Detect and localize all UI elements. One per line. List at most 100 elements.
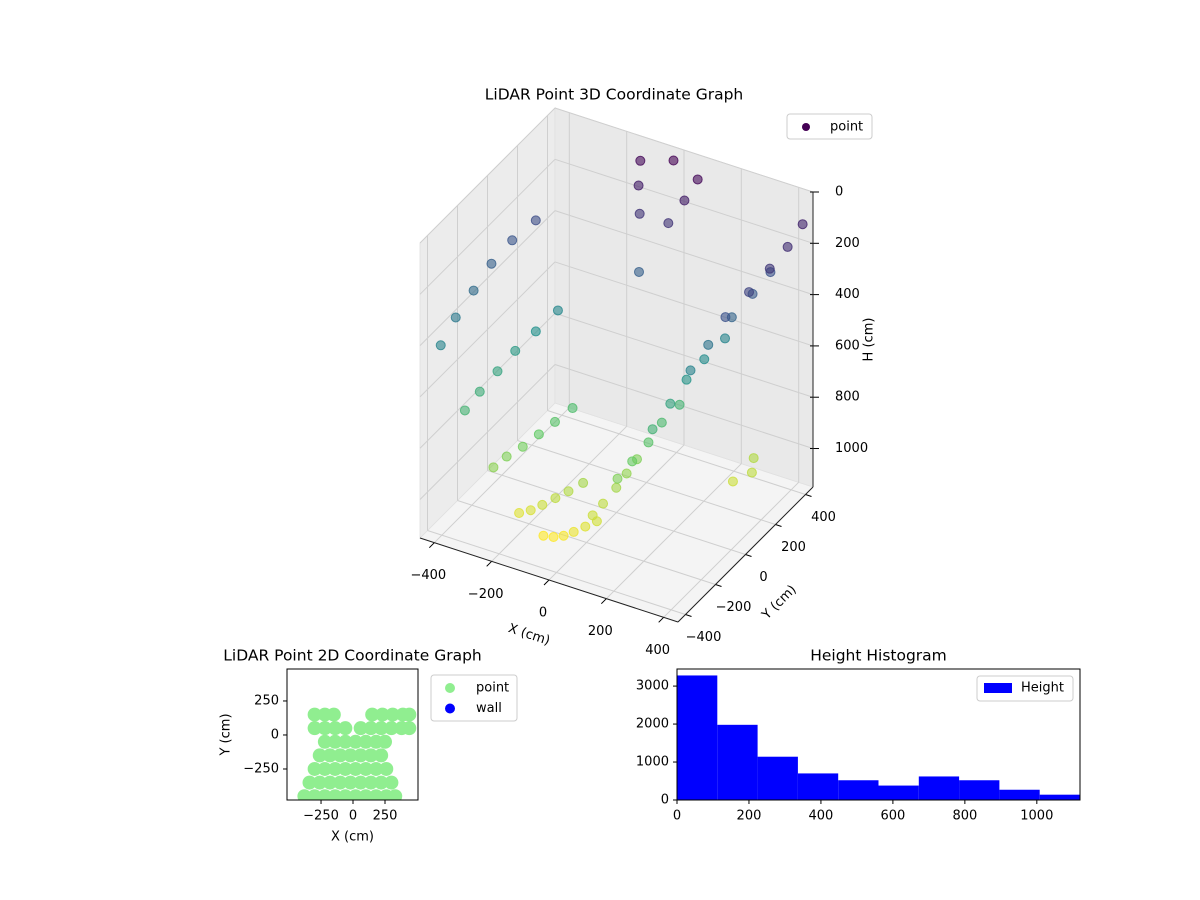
legend-label: point bbox=[830, 120, 863, 135]
point bbox=[634, 208, 645, 219]
point bbox=[550, 493, 561, 504]
legend-label: point bbox=[476, 681, 509, 696]
legend-marker bbox=[802, 123, 810, 131]
bar bbox=[677, 675, 718, 800]
point bbox=[744, 287, 755, 298]
legend-marker bbox=[984, 683, 1012, 693]
bar bbox=[717, 724, 758, 800]
x-tick-label: 1000 bbox=[1020, 809, 1053, 824]
point bbox=[328, 721, 343, 736]
bar bbox=[757, 756, 798, 800]
grid-line bbox=[419, 261, 556, 398]
point bbox=[633, 180, 644, 191]
point bbox=[328, 761, 343, 776]
x-tick-label: −250 bbox=[303, 809, 339, 824]
point bbox=[338, 761, 353, 776]
point bbox=[402, 721, 417, 736]
grid-line bbox=[419, 312, 556, 449]
legend-label: Height bbox=[1021, 681, 1064, 696]
x-tick-label: −400 bbox=[410, 568, 446, 583]
point bbox=[312, 748, 327, 763]
z-tick-label: 1000 bbox=[835, 441, 868, 456]
y-tick-label: −400 bbox=[686, 630, 722, 645]
chart-title: LiDAR Point 2D Coordinate Graph bbox=[223, 647, 481, 665]
point bbox=[507, 235, 518, 246]
y-axis-label: Y (cm) bbox=[219, 713, 234, 756]
point bbox=[307, 761, 322, 776]
point bbox=[358, 761, 373, 776]
x-tick-label: 0 bbox=[539, 606, 547, 621]
point bbox=[374, 748, 389, 763]
grid-line bbox=[487, 470, 746, 555]
point bbox=[333, 748, 348, 763]
legend-label: wall bbox=[476, 701, 502, 716]
grid-line bbox=[547, 410, 806, 495]
y-tick bbox=[685, 614, 692, 617]
point bbox=[537, 499, 548, 510]
grid-line bbox=[427, 530, 686, 615]
y-tick-label: −200 bbox=[716, 600, 752, 615]
point bbox=[674, 399, 685, 410]
point bbox=[647, 424, 658, 435]
y-tick-label: 0 bbox=[759, 570, 767, 585]
y-tick-label: 1000 bbox=[636, 755, 669, 770]
point bbox=[468, 285, 479, 296]
point bbox=[317, 734, 332, 749]
point bbox=[353, 775, 368, 790]
point bbox=[501, 451, 512, 462]
point bbox=[369, 761, 384, 776]
grid-line bbox=[419, 210, 556, 346]
bar bbox=[797, 773, 839, 800]
point bbox=[530, 326, 541, 337]
point bbox=[668, 155, 679, 166]
legend-marker bbox=[445, 683, 455, 693]
y-tick-label: 0 bbox=[271, 727, 279, 742]
z-tick-label: 200 bbox=[835, 236, 860, 251]
grid-line bbox=[457, 500, 716, 585]
y-tick-label: −250 bbox=[243, 761, 279, 776]
x-tick bbox=[600, 598, 607, 605]
point bbox=[568, 526, 579, 537]
point bbox=[612, 473, 623, 484]
point bbox=[548, 532, 559, 543]
point bbox=[385, 707, 400, 722]
point bbox=[307, 721, 322, 736]
point bbox=[533, 429, 544, 440]
x-tick-label: −200 bbox=[468, 587, 504, 602]
point bbox=[635, 155, 646, 166]
point bbox=[379, 761, 394, 776]
z-axis-label: H (cm) bbox=[862, 318, 877, 362]
point bbox=[348, 761, 363, 776]
z-tick-label: 0 bbox=[835, 185, 843, 200]
z-tick-label: 600 bbox=[835, 338, 860, 353]
point bbox=[328, 734, 343, 749]
bar bbox=[878, 785, 919, 800]
x-tick-label: 0 bbox=[673, 809, 681, 824]
point bbox=[322, 775, 337, 790]
point bbox=[326, 707, 341, 722]
x-tick bbox=[428, 542, 435, 549]
bar bbox=[959, 780, 1000, 800]
point bbox=[764, 263, 775, 274]
point bbox=[435, 340, 446, 351]
grid-line bbox=[419, 364, 556, 500]
point bbox=[530, 215, 541, 226]
chart-title: LiDAR Point 3D Coordinate Graph bbox=[485, 86, 743, 104]
grid-line bbox=[517, 440, 776, 525]
point bbox=[679, 195, 690, 206]
point bbox=[797, 219, 808, 230]
x-tick bbox=[658, 616, 665, 623]
point bbox=[338, 721, 353, 736]
y-tick-label: 2000 bbox=[636, 717, 669, 732]
grid-line bbox=[419, 158, 556, 295]
point bbox=[358, 734, 373, 749]
point bbox=[643, 437, 654, 448]
point bbox=[312, 775, 327, 790]
y-tick-label: 400 bbox=[811, 510, 836, 525]
point bbox=[567, 403, 578, 414]
point bbox=[587, 510, 598, 521]
grid-line bbox=[554, 312, 814, 398]
point bbox=[699, 354, 710, 365]
point bbox=[486, 258, 497, 269]
